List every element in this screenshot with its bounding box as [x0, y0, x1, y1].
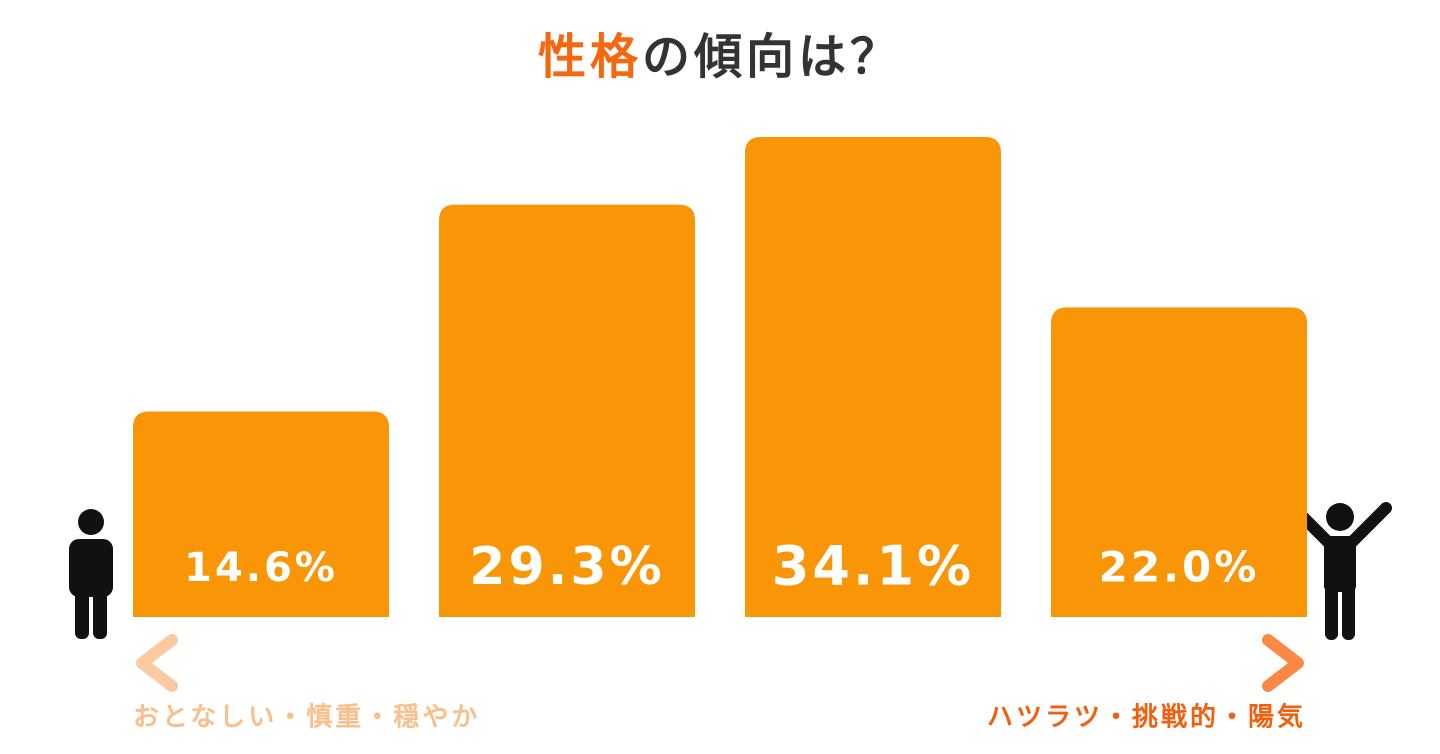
bar: [745, 137, 1001, 617]
value-label: 14.6%: [184, 545, 338, 591]
arrow: [134, 634, 1306, 692]
right-label: ハツラツ・挑戦的・陽気: [987, 702, 1306, 733]
person-cheerful: [1288, 502, 1392, 640]
title-rest: の傾向は？: [642, 29, 902, 85]
bar: [439, 204, 695, 617]
value-label: 29.3%: [469, 537, 664, 597]
arrow-head-left: [136, 634, 178, 692]
arrow-head-right: [1262, 634, 1304, 692]
chart-title: 性格の傾向は？: [538, 29, 902, 85]
value-label: 34.1%: [772, 535, 974, 598]
value-label: 22.0%: [1099, 543, 1260, 592]
person-calm: [69, 509, 113, 639]
left-label: おとなしい・慎重・穏やか: [133, 703, 480, 733]
bar: [1051, 307, 1307, 617]
title-highlight: 性格: [538, 29, 642, 85]
bar: [133, 411, 389, 617]
